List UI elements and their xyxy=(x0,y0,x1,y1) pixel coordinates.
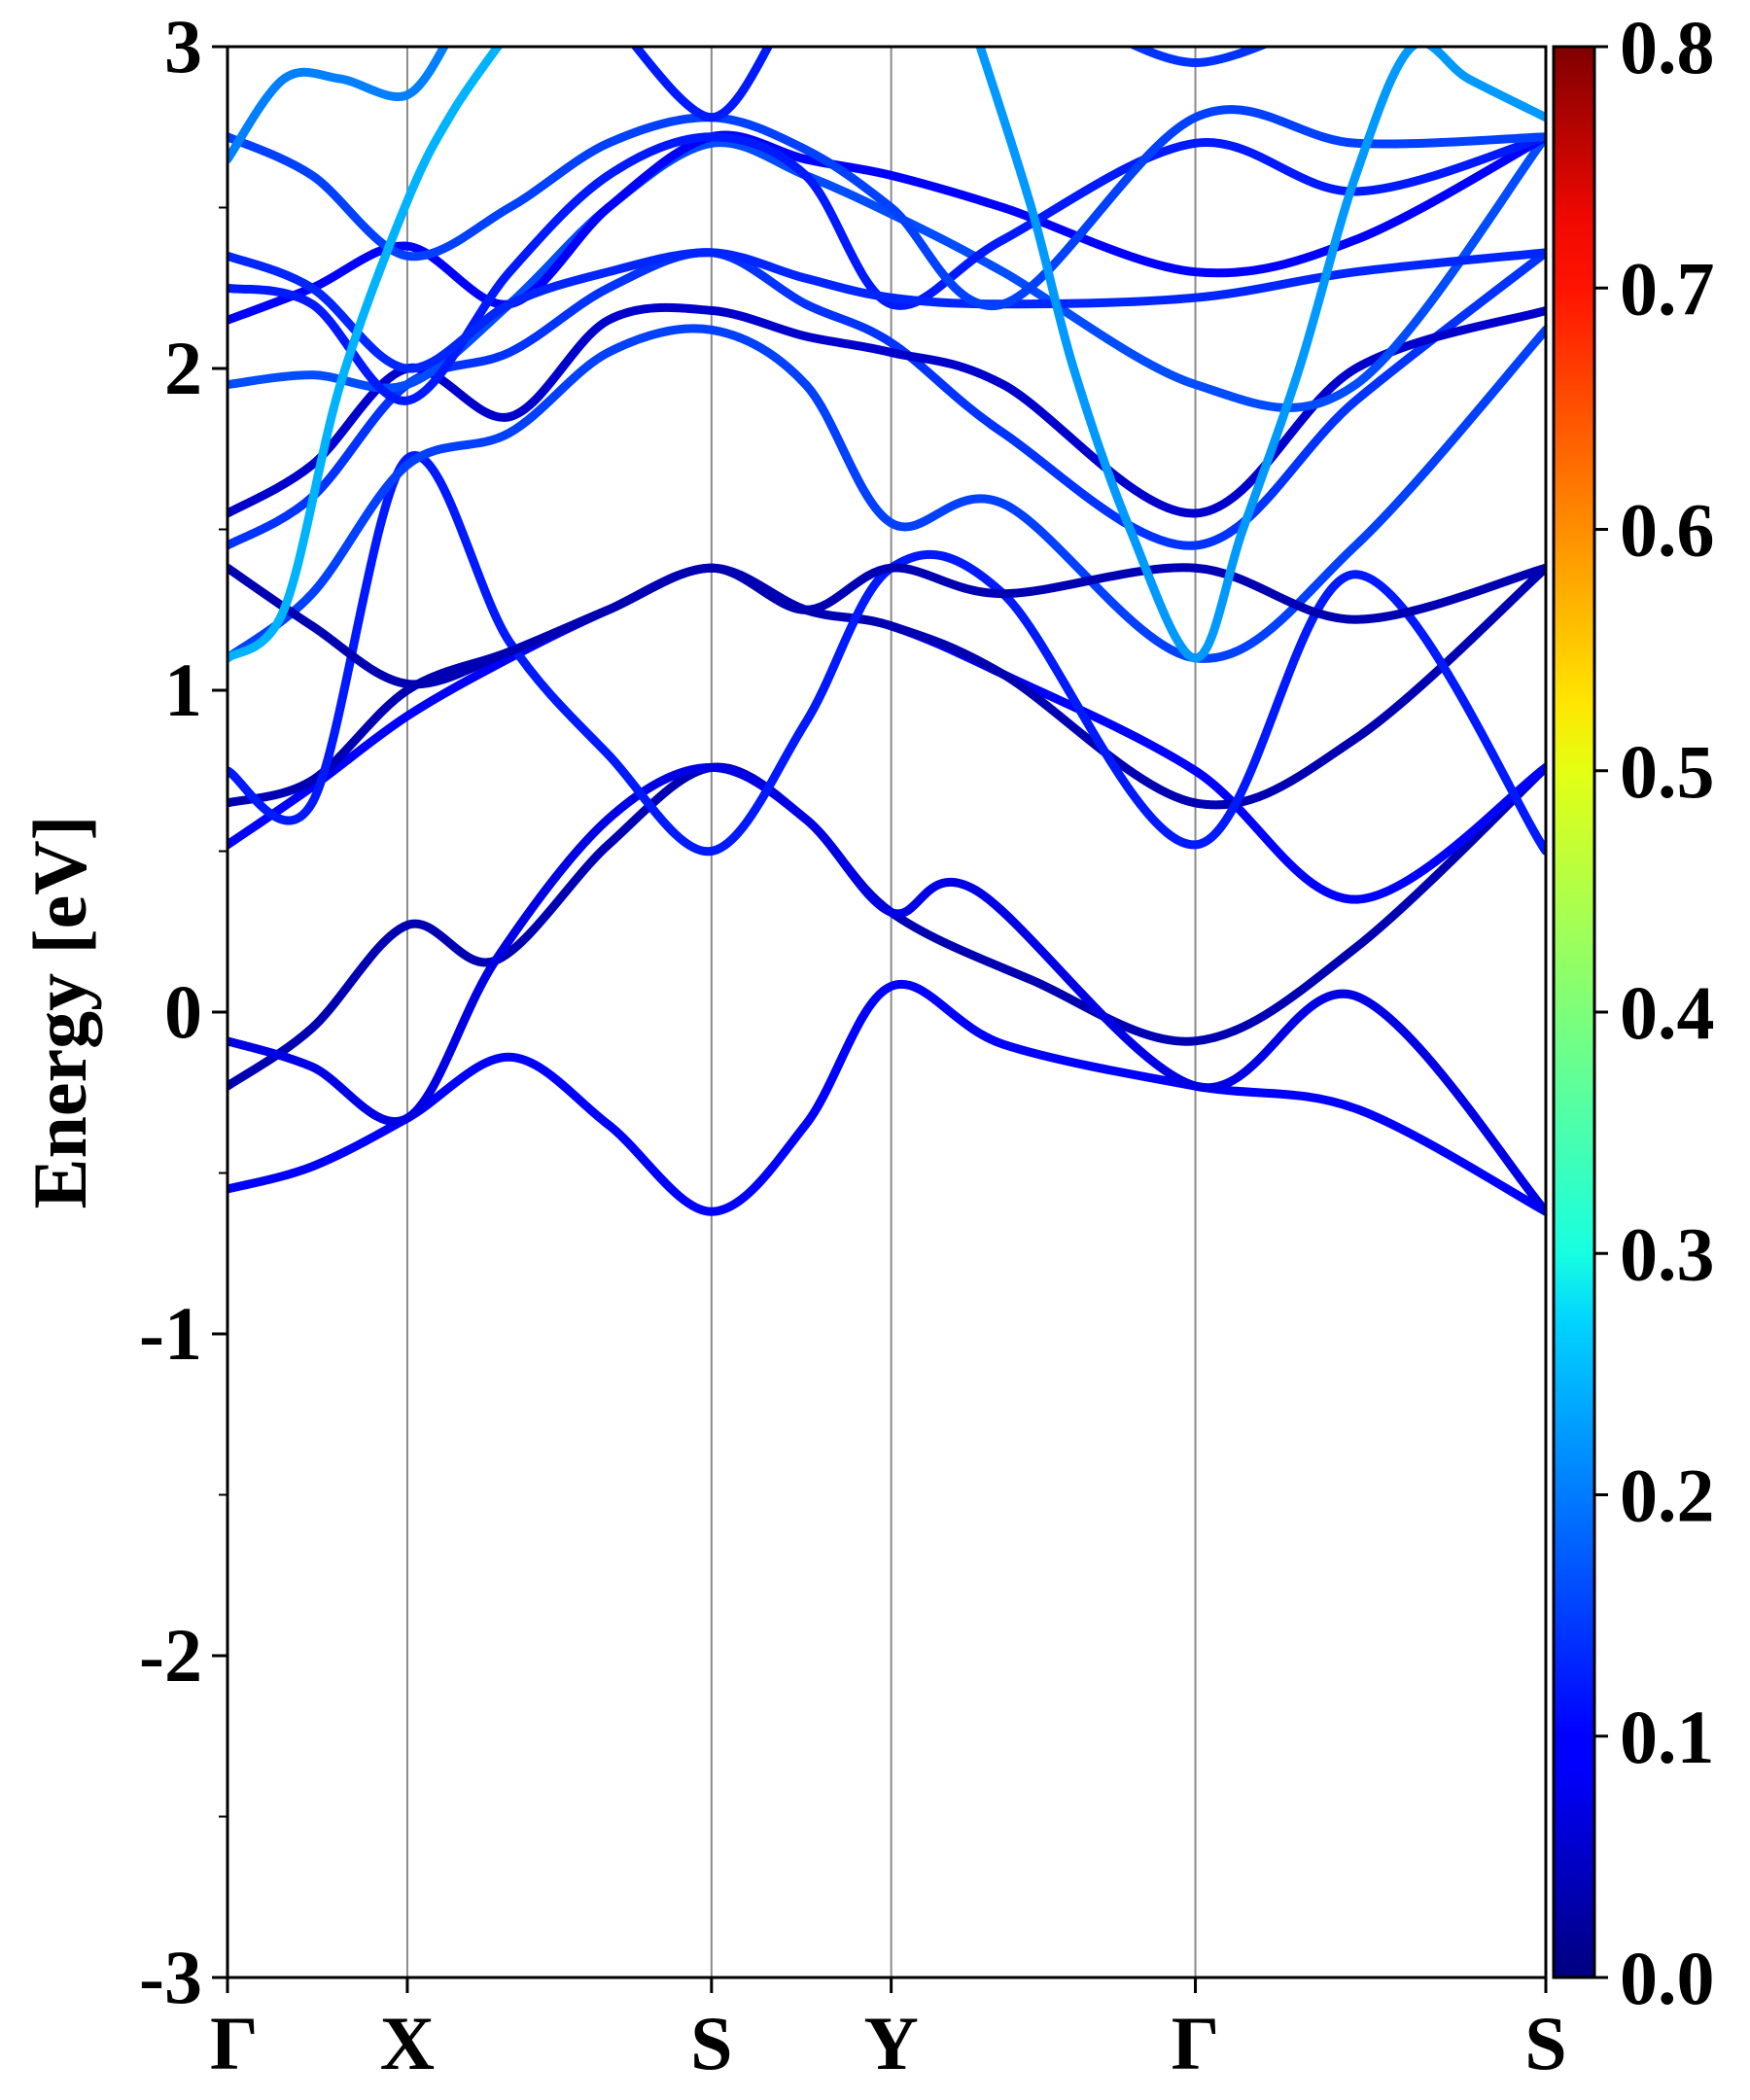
colorbar-tick-label: 0.5 xyxy=(1620,729,1715,814)
y-tick-label: 0 xyxy=(164,969,202,1054)
colorbar-axis: 0.0 0.1 0.2 0.3 0.4 0.5 0.6 0.7 0.8 xyxy=(1594,5,1715,2020)
colorbar-tick-label: 0.2 xyxy=(1620,1453,1715,1538)
band-line xyxy=(975,47,1546,663)
band-line xyxy=(228,248,1546,373)
y-tick-label: 2 xyxy=(164,326,202,410)
band-line xyxy=(630,47,774,122)
band-line xyxy=(228,324,1546,663)
band-line xyxy=(228,762,1546,1216)
band-line xyxy=(1127,47,1271,67)
y-axis-label: Energy [eV] xyxy=(18,815,102,1208)
band-lines xyxy=(228,47,1546,1216)
colorbar-tick-label: 0.1 xyxy=(1620,1695,1715,1779)
band-line xyxy=(228,762,1546,1091)
colorbar-tick-label: 0.4 xyxy=(1620,970,1715,1055)
y-tick-label: -1 xyxy=(139,1291,202,1376)
band-line xyxy=(228,130,1546,325)
x-tick-label: Γ xyxy=(210,2001,259,2085)
band-line xyxy=(228,132,1546,405)
band-line xyxy=(228,563,1546,689)
band-line xyxy=(228,47,449,164)
y-axis: -3 -2 -1 0 1 2 3 xyxy=(139,4,228,2019)
x-tick-label: Y xyxy=(863,2001,918,2085)
colorbar-gradient xyxy=(1554,47,1594,1978)
y-tick-label: 3 xyxy=(164,4,202,88)
colorbar-tick-label: 0.0 xyxy=(1620,1936,1715,2020)
band-line xyxy=(228,47,504,663)
y-tick-label: -3 xyxy=(139,1935,202,2019)
band-line xyxy=(228,105,1546,311)
x-tick-label: X xyxy=(380,2001,435,2085)
kpoint-gridlines xyxy=(405,47,1197,1978)
colorbar-tick-label: 0.7 xyxy=(1620,246,1715,331)
x-tick-label: S xyxy=(690,2001,732,2085)
x-tick-label: Γ xyxy=(1172,2001,1220,2085)
y-tick-label: -2 xyxy=(139,1613,202,1698)
x-tick-label: S xyxy=(1524,2001,1566,2085)
colorbar-tick-label: 0.6 xyxy=(1620,488,1715,573)
colorbar-tick-label: 0.3 xyxy=(1620,1211,1715,1296)
y-tick-label: 1 xyxy=(164,648,202,732)
colorbar-tick-label: 0.8 xyxy=(1620,5,1715,89)
